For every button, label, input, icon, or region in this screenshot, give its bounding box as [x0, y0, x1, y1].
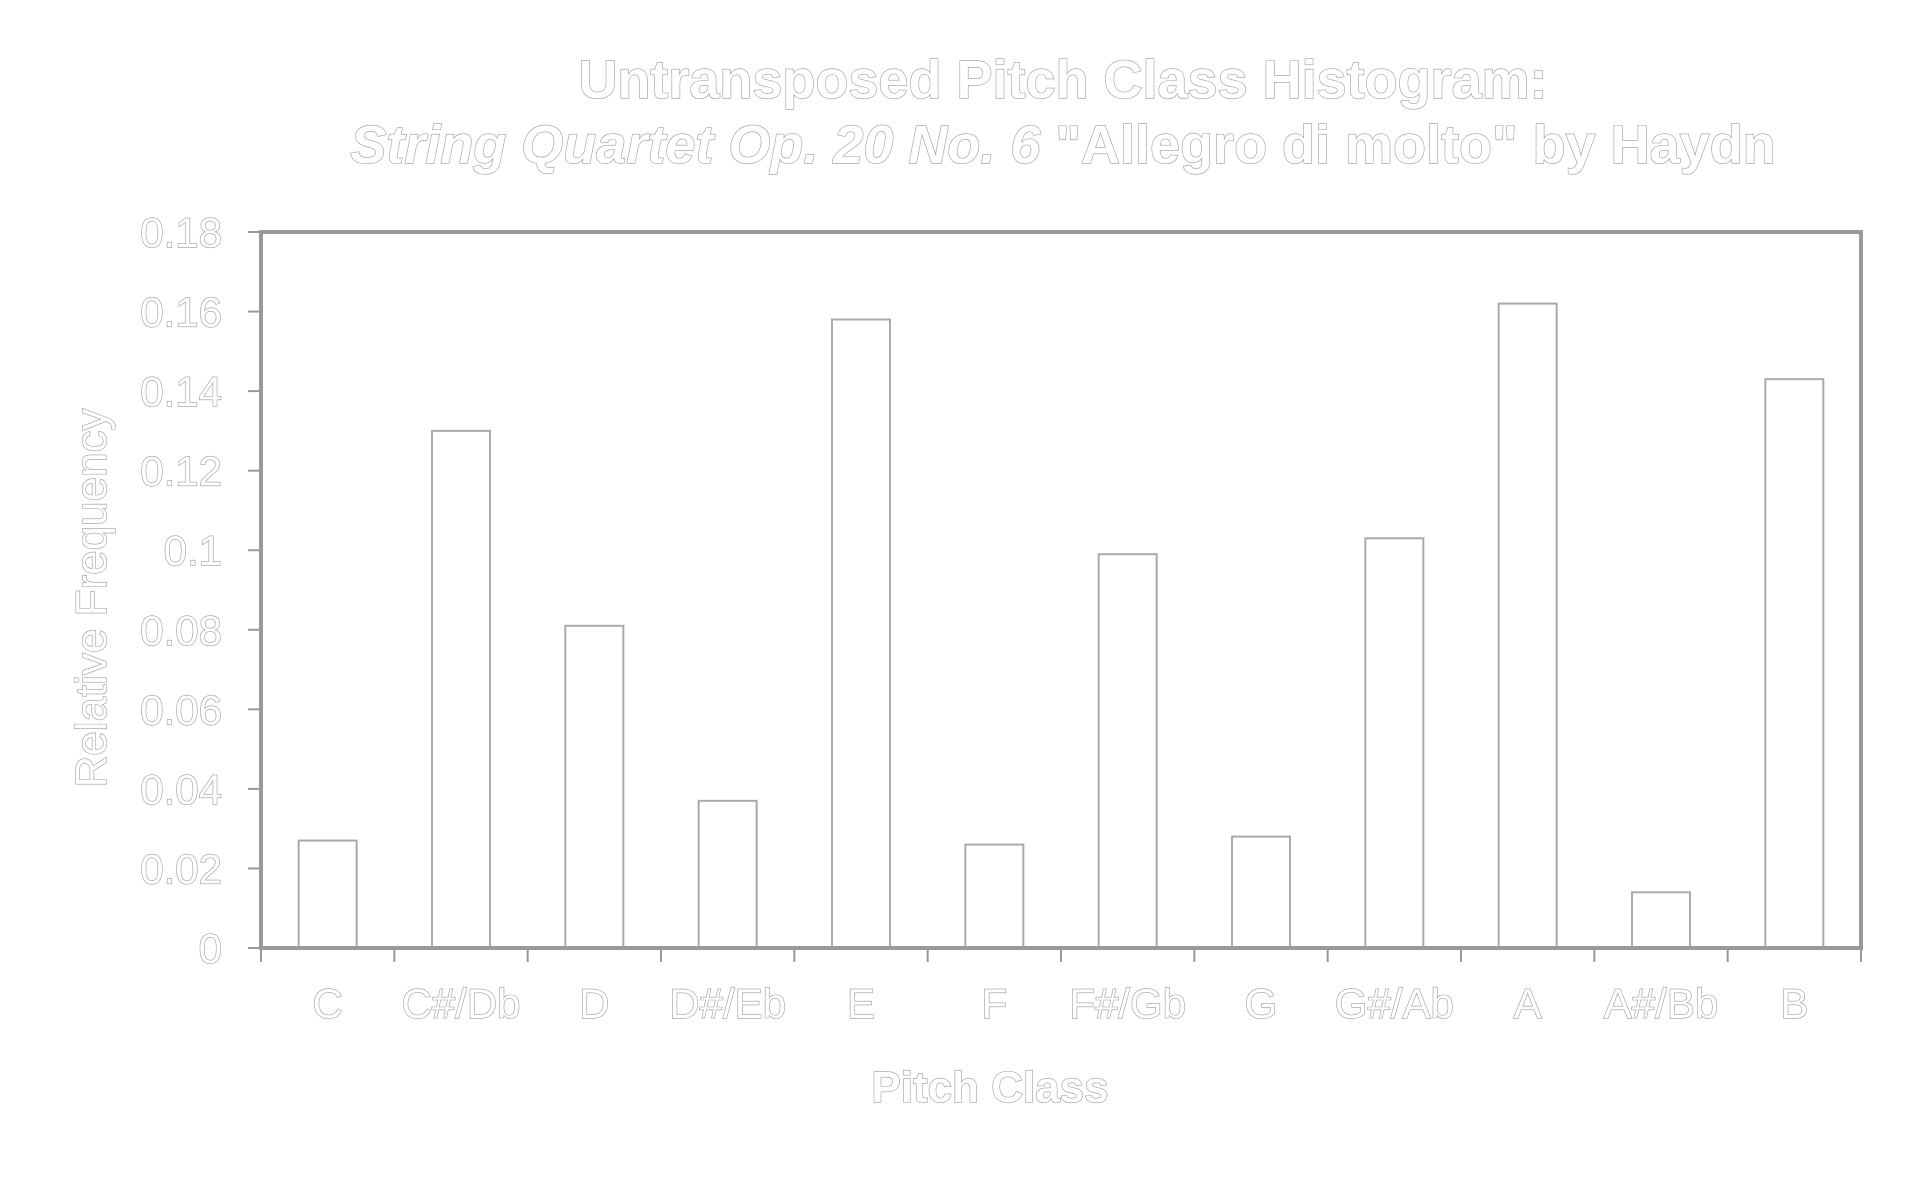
x-tick-label: A#/Bb — [1604, 980, 1718, 1027]
chart-subtitle-italic: String Quartet Op. 20 No. 6 — [350, 115, 1041, 175]
x-tick-label: B — [1780, 980, 1808, 1027]
bar — [297, 839, 358, 949]
y-tick-label: 0.06 — [140, 686, 222, 733]
y-tick-label: 0.1 — [164, 527, 222, 574]
bar — [1231, 835, 1291, 949]
y-axis-title: Relative Frequency — [67, 408, 116, 787]
y-tick-label: 0.16 — [140, 289, 222, 336]
x-tick-label: E — [847, 980, 875, 1027]
x-axis-title: Pitch Class — [871, 1063, 1108, 1112]
bar — [697, 799, 758, 949]
plot-area: 0 0.02 0.04 0.06 0.08 0.1 0.12 0.14 0.16 0.18 C C#/… — [140, 208, 1863, 1028]
bar — [831, 318, 891, 949]
bar — [1097, 553, 1158, 949]
bar — [431, 429, 491, 949]
x-tick-label: D — [579, 980, 609, 1027]
chart-title: Untransposed Pitch Class Histogram: — [578, 50, 1547, 110]
x-tick-label: D#/Eb — [669, 980, 786, 1027]
x-tick-label: F — [982, 980, 1008, 1027]
x-tick-label: F#/Gb — [1069, 980, 1186, 1027]
chart-subtitle-rest: "Allegro di molto" by Haydn — [1040, 115, 1775, 175]
bar — [1364, 537, 1425, 949]
x-tick-label: C#/Db — [401, 980, 520, 1027]
x-tick-label: G — [1245, 980, 1278, 1027]
bar — [964, 843, 1025, 949]
y-tick-label: 0.04 — [140, 766, 222, 813]
x-tick-label: G#/Ab — [1335, 980, 1454, 1027]
bar — [564, 624, 625, 949]
y-tick-label: 0.08 — [140, 607, 222, 654]
bar — [1764, 378, 1825, 949]
chart-subtitle: String Quartet Op. 20 No. 6 "Allegro di … — [350, 115, 1775, 175]
y-tick-label: 0.12 — [140, 448, 222, 495]
x-tick-label: A — [1514, 980, 1542, 1027]
y-tick-label: 0.18 — [140, 209, 222, 256]
plot-frame — [259, 230, 1863, 950]
y-tick-label: 0.14 — [140, 368, 222, 415]
x-tick-label: C — [312, 980, 342, 1027]
y-tick-label: 0 — [199, 925, 222, 972]
bar — [1497, 302, 1558, 950]
bar — [1631, 891, 1691, 949]
y-tick-label: 0.02 — [140, 845, 222, 892]
